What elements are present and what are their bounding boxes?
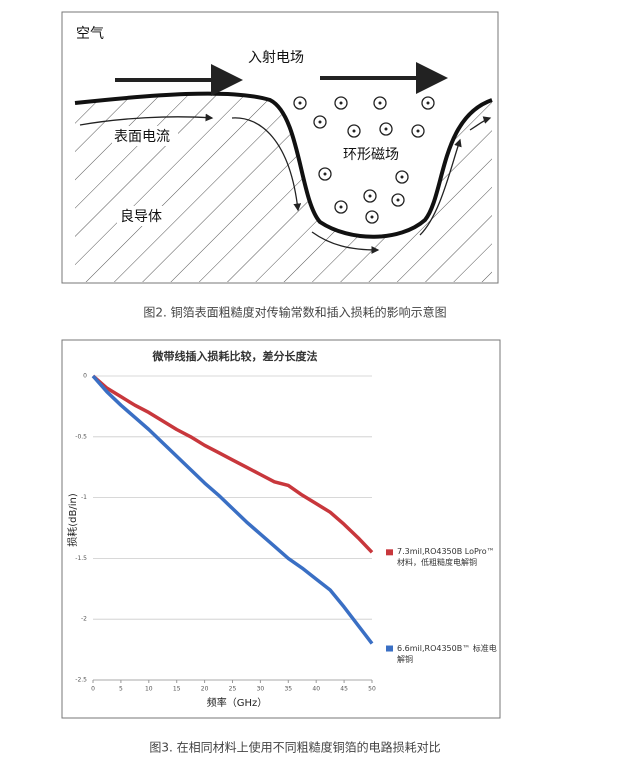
- caption: 图3. 在相同材料上使用不同粗糙度铜箔的电路损耗对比: [149, 740, 440, 755]
- surface: [74, 91, 493, 239]
- y-tick-label: 0: [83, 373, 87, 380]
- y-tick-label: -2.5: [75, 677, 87, 684]
- x-tick-label: 25: [229, 686, 237, 693]
- y-tick-label: -1: [81, 494, 87, 501]
- legend-label: 6.6mil,RO4350B™ 标准电解铜: [397, 643, 497, 664]
- x-tick-label: 50: [368, 686, 376, 693]
- field-label: 入射电场: [248, 50, 304, 66]
- air-label: 空气: [76, 26, 104, 42]
- y-tick-label: -1.5: [75, 555, 87, 562]
- x-tick-label: 20: [201, 686, 209, 693]
- magnetic-label: 环形磁场: [343, 147, 399, 163]
- chart-title: 微带线插入损耗比较，差分长度法: [152, 349, 318, 363]
- current-arrow: [79, 113, 214, 126]
- current-arrow: [469, 116, 492, 131]
- x-tick-label: 10: [145, 686, 153, 693]
- x-tick-label: 40: [312, 686, 320, 693]
- current-arrow: [311, 231, 380, 254]
- x-tick-label: 30: [257, 686, 265, 693]
- legend-label: 7.3mil,RO4350B LoPro™ 材料，低粗糙度电解铜: [397, 547, 495, 568]
- label-bg: [117, 206, 169, 226]
- current-label: 表面电流: [114, 129, 170, 145]
- diagram: 空气 入射电场 表面电流 环形磁场 良导体: [61, 11, 499, 284]
- y-axis-label: 损耗(dB/in): [66, 493, 79, 547]
- chart-frame: [61, 339, 501, 719]
- legend-entry: 6.6mil,RO4350B™ 标准电解铜: [397, 643, 497, 664]
- series-line: [91, 374, 374, 554]
- current-arrow: [231, 117, 302, 212]
- x-axis-label: 频率（GHz）: [207, 696, 268, 709]
- x-tick-label: 15: [173, 686, 181, 693]
- conductor-label: 良导体: [120, 209, 162, 225]
- current-arrow: [419, 138, 462, 236]
- y-tick-label: -2: [81, 616, 87, 623]
- legend-entry: 7.3mil,RO4350B LoPro™ 材料，低粗糙度电解铜: [397, 547, 495, 568]
- x-tick-label: 0: [91, 686, 95, 693]
- label-bg: [112, 126, 178, 146]
- caption: 图2. 铜箔表面粗糙度对传输常数和插入损耗的影响示意图: [143, 305, 446, 320]
- conductor-hatch: [75, 93, 492, 282]
- y-tick-label: -0.5: [75, 433, 87, 440]
- field-dot-centers: [298, 101, 430, 219]
- legend-swatch: [386, 549, 393, 556]
- x-tick-label: 5: [119, 686, 123, 693]
- legend-swatch: [386, 645, 393, 652]
- series-line: [91, 374, 374, 645]
- x-tick-label: 35: [284, 686, 292, 693]
- x-tick-label: 45: [340, 686, 348, 693]
